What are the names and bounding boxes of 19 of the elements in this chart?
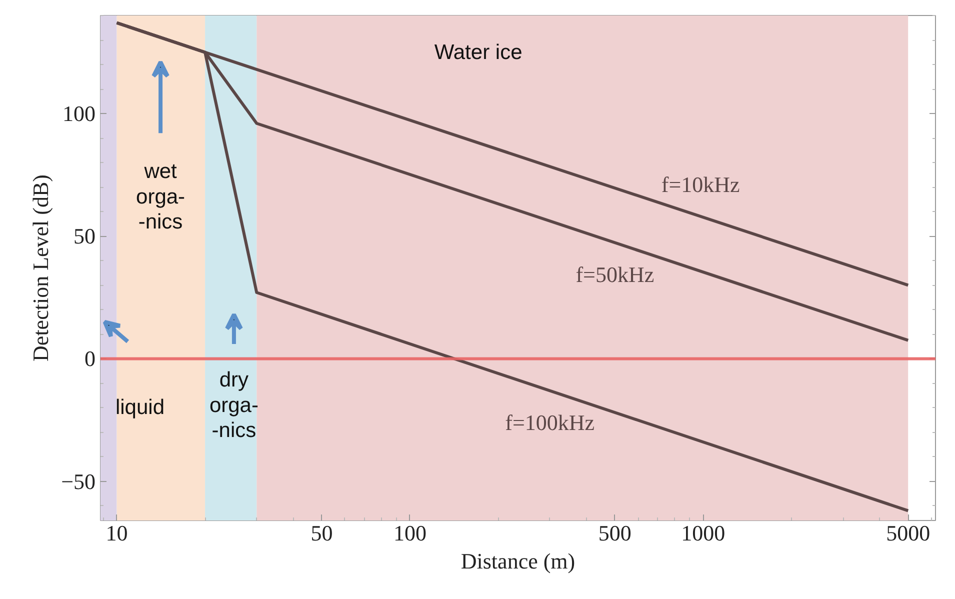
y-tick-label: −50 [61,468,96,494]
series-label: f=100kHz [505,410,595,436]
band-label: wet orga- -nics [136,160,186,234]
band-label: liquid [115,396,165,420]
x-tick-label: 5000 [886,520,930,546]
y-tick-label: 0 [84,346,96,372]
series-label: f=50kHz [576,262,654,288]
y-tick-label: 100 [62,101,96,126]
x-tick-label: 500 [598,520,632,546]
y-axis-title: Detection Level (dB) [28,174,54,362]
y-tick-label: 50 [74,224,96,249]
x-tick-label: 10 [106,520,128,546]
series-label: f=10kHz [661,172,740,198]
band-label: dry orga- -nics [209,368,258,442]
x-axis-title: Distance (m) [460,548,576,574]
x-tick-label: 100 [393,520,426,546]
x-tick-label: 50 [310,520,333,546]
x-tick-label: 1000 [681,520,726,546]
band-label: Water ice [434,40,522,64]
